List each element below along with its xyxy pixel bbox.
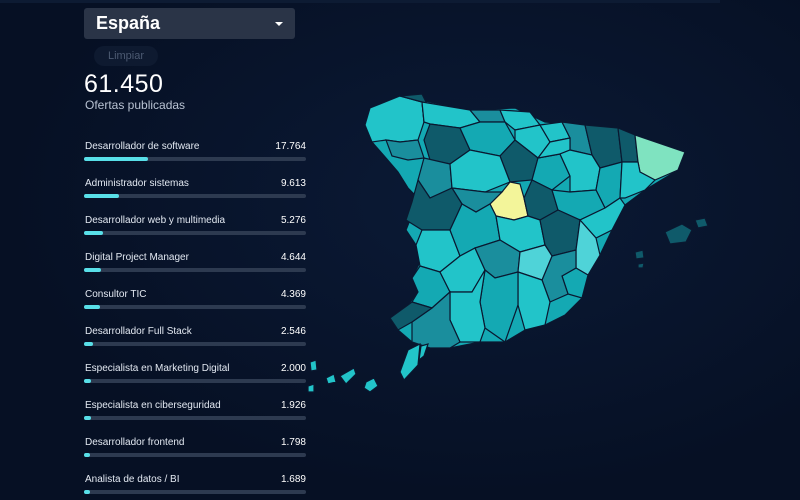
job-row[interactable]: Desarrollador frontend 1.798 (84, 437, 306, 474)
map-region-balearics[interactable] (637, 262, 645, 269)
job-bar-fill (84, 305, 100, 309)
job-count: 2.546 (280, 326, 306, 337)
job-count: 17.764 (275, 141, 306, 152)
map-region-canaries[interactable] (307, 383, 315, 393)
job-bar-track (84, 490, 306, 494)
job-bar-track (84, 231, 306, 235)
map-region[interactable] (364, 95, 425, 143)
map-region[interactable] (617, 127, 639, 163)
job-bar-track (84, 379, 306, 383)
job-count: 1.689 (280, 474, 306, 485)
job-name: Analista de datos / BI (85, 474, 180, 485)
job-name: Desarrollador frontend (85, 437, 185, 448)
map-region-canaries[interactable] (399, 342, 421, 382)
map-region-balearics[interactable] (634, 249, 645, 260)
job-count: 1.926 (280, 400, 306, 411)
job-name: Desarrollador de software (85, 141, 200, 152)
job-bar-track (84, 194, 306, 198)
job-row[interactable]: Digital Project Manager 4.644 (84, 252, 306, 289)
job-bar-fill (84, 231, 103, 235)
spain-map (300, 80, 720, 400)
map-svg (307, 93, 709, 393)
map-region-balearics[interactable] (664, 223, 693, 245)
map-region[interactable] (411, 290, 461, 349)
job-name: Digital Project Manager (85, 252, 189, 263)
region-select[interactable]: España (84, 8, 295, 39)
job-count: 1.798 (280, 437, 306, 448)
map-region-canaries[interactable] (325, 373, 337, 385)
job-bar-track (84, 305, 306, 309)
map-region[interactable] (517, 244, 553, 281)
map-region-canaries[interactable] (309, 359, 318, 372)
job-bar-fill (84, 342, 94, 346)
map-region-canaries[interactable] (339, 367, 357, 385)
job-bar-fill (84, 268, 101, 272)
job-bar-fill (84, 453, 91, 457)
job-bar-track (84, 453, 306, 457)
job-list: Desarrollador de software 17.764 Administr… (84, 141, 306, 500)
job-name: Desarrollador web y multimedia (85, 215, 226, 226)
job-count: 9.613 (280, 178, 306, 189)
job-name: Especialista en ciberseguridad (85, 400, 221, 411)
job-row[interactable]: Desarrollador web y multimedia 5.276 (84, 215, 306, 252)
job-bar-fill (84, 194, 119, 198)
job-name: Desarrollador Full Stack (85, 326, 192, 337)
job-bar-fill (84, 490, 91, 494)
job-name: Consultor TIC (85, 289, 147, 300)
job-bar-track (84, 342, 306, 346)
map-region-balearics[interactable] (694, 217, 709, 229)
job-count: 4.644 (280, 252, 306, 263)
job-count: 4.369 (280, 289, 306, 300)
top-divider (0, 0, 720, 3)
job-count: 2.000 (280, 363, 306, 374)
total-offers-label: Ofertas publicadas (85, 98, 186, 112)
job-bar-track (84, 416, 306, 420)
job-bar-track (84, 268, 306, 272)
region-select-value: España (96, 13, 161, 33)
map-region-canaries[interactable] (418, 343, 429, 362)
job-row[interactable]: Desarrollador de software 17.764 (84, 141, 306, 178)
job-bar-fill (84, 157, 148, 161)
total-offers-count: 61.450 (84, 70, 164, 98)
job-row[interactable]: Especialista en Marketing Digital 2.000 (84, 363, 306, 400)
job-count: 5.276 (280, 215, 306, 226)
job-bar-track (84, 157, 306, 161)
job-row[interactable]: Analista de datos / BI 1.689 (84, 474, 306, 500)
map-region[interactable] (619, 161, 656, 199)
map-region[interactable] (389, 301, 434, 331)
job-name: Administrador sistemas (85, 178, 189, 189)
job-bar-fill (84, 416, 91, 420)
job-row[interactable]: Especialista en ciberseguridad 1.926 (84, 400, 306, 437)
job-row[interactable]: Consultor TIC 4.369 (84, 289, 306, 326)
map-region-canaries[interactable] (363, 377, 379, 393)
job-row[interactable]: Administrador sistemas 9.613 (84, 178, 306, 215)
job-row[interactable]: Desarrollador Full Stack 2.546 (84, 326, 306, 363)
job-bar-fill (84, 379, 92, 383)
clear-button[interactable]: Limpiar (94, 46, 158, 66)
chevron-down-icon (275, 21, 283, 26)
job-name: Especialista en Marketing Digital (85, 363, 230, 374)
